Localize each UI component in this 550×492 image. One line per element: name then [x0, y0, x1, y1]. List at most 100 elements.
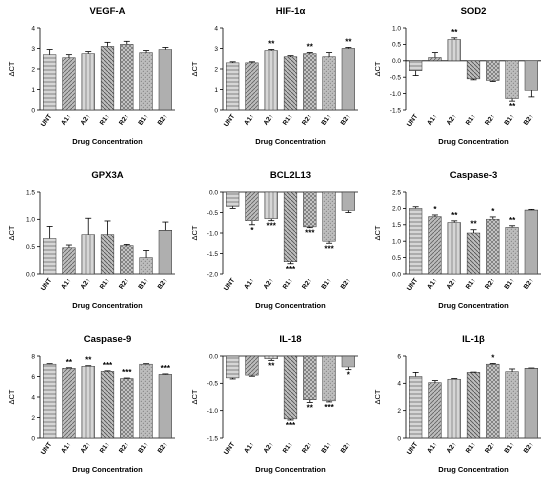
category-label: UNT — [40, 441, 53, 456]
chart-title: GPX3A — [91, 170, 123, 181]
significance-label: *** — [161, 364, 171, 373]
bar — [409, 60, 423, 71]
x-axis-label: Drug Concentration — [72, 137, 143, 146]
category-label: A2↑ — [79, 441, 91, 454]
y-tick-label: 2.0 — [392, 206, 401, 213]
significance-label: ** — [509, 102, 516, 111]
bar — [62, 247, 76, 275]
category-label: R2↑ — [118, 441, 130, 454]
bar — [226, 191, 240, 207]
bar — [120, 245, 134, 275]
bar — [158, 49, 172, 111]
category-label: A1↑ — [60, 113, 72, 126]
category-label: B1↑ — [137, 277, 149, 290]
bar — [245, 191, 259, 221]
category-label: R2↑ — [301, 113, 313, 126]
bar — [322, 355, 336, 402]
y-tick-label: 2 — [397, 408, 401, 415]
bar — [447, 39, 461, 62]
y-tick-label: 8 — [31, 353, 35, 360]
category-label: UNT — [223, 277, 236, 292]
category-label: B1↑ — [137, 441, 149, 454]
category-label: B2↑ — [523, 113, 535, 126]
y-tick-label: 0.0 — [392, 58, 401, 65]
category-label: B2↑ — [340, 277, 352, 290]
category-label: B1↑ — [320, 277, 332, 290]
y-tick-label: 2.5 — [392, 189, 401, 196]
category-label: A2↑ — [262, 277, 274, 290]
category-label: B1↑ — [320, 441, 332, 454]
y-tick-label: 0 — [397, 435, 401, 442]
y-tick-label: 3 — [31, 46, 35, 53]
category-label: R2↑ — [118, 113, 130, 126]
category-label: UNT — [40, 277, 53, 292]
y-tick-label: 1.5 — [26, 189, 35, 196]
y-tick-label: 3 — [214, 46, 218, 53]
bar — [81, 366, 95, 439]
bar — [283, 191, 298, 262]
category-label: R1↑ — [99, 113, 111, 126]
y-axis-label: ΔCT — [373, 61, 382, 76]
significance-label: * — [491, 207, 495, 216]
significance-label: *** — [286, 265, 296, 274]
bar — [428, 216, 442, 275]
bar — [283, 355, 298, 420]
y-tick-label: 0.5 — [392, 255, 401, 262]
bar — [505, 227, 519, 275]
category-label: A1↑ — [60, 277, 72, 290]
category-label: B1↑ — [320, 113, 332, 126]
chart-svg: GPX3A 0.0 0.5 1.0 1.5 ΔCT UNT A1↑ A2↑ R1↑ R2↑ B1↑ B2… — [7, 170, 175, 310]
significance-label: *** — [324, 244, 334, 253]
significance-label: ** — [66, 358, 73, 367]
category-label: A1↑ — [243, 277, 255, 290]
category-label: A1↑ — [243, 113, 255, 126]
category-label: A2↑ — [262, 113, 274, 126]
y-axis-label: ΔCT — [190, 61, 199, 76]
bar — [428, 382, 442, 439]
significance-label: ** — [451, 28, 458, 37]
bar — [341, 355, 355, 368]
bar — [81, 53, 95, 111]
chart-panel: Caspase-3 0.0 0.5 1.0 1.5 2.0 2.5 ΔCT UNT * A1↑ ** A… — [366, 164, 549, 328]
x-axis-label: Drug Concentration — [72, 465, 143, 474]
bar — [139, 52, 153, 111]
significance-label: * — [250, 226, 254, 235]
y-tick-label: -0.5 — [390, 75, 402, 82]
bar — [466, 372, 481, 439]
y-tick-label: -1.5 — [207, 435, 219, 442]
chart-panel: BCL2L13 -2.0 -1.5 -1.0 -0.5 0.0 ΔCT UNT * A1↑ *** A… — [183, 164, 366, 328]
category-label: R1↑ — [282, 441, 294, 454]
x-axis-label: Drug Concentration — [255, 465, 326, 474]
y-tick-label: -1.5 — [390, 107, 402, 114]
y-tick-label: 1 — [31, 87, 35, 94]
chart-svg: IL-1β 0 2 4 6 ΔCT UNT A1↑ A2↑ R1↑ * R2↑ B1↑ B2↑ Drug C… — [373, 334, 541, 474]
bar — [466, 60, 481, 80]
y-tick-label: 6 — [31, 374, 35, 381]
y-tick-label: -1.0 — [207, 408, 219, 415]
chart-title: BCL2L13 — [270, 170, 311, 181]
bar — [120, 378, 134, 439]
category-label: A1↑ — [243, 441, 255, 454]
y-tick-label: 1.0 — [392, 25, 401, 32]
chart-panel: VEGF-A 0 1 2 3 4 ΔCT UNT A1↑ A2↑ R1↑ R2↑ B1↑ B2↑ Drug … — [0, 0, 183, 164]
y-tick-label: -0.5 — [207, 210, 219, 217]
bar — [505, 60, 519, 99]
x-axis-label: Drug Concentration — [438, 465, 509, 474]
bar — [62, 368, 76, 439]
bar — [524, 368, 538, 439]
y-axis-label: ΔCT — [7, 389, 16, 404]
x-axis-label: Drug Concentration — [438, 301, 509, 310]
chart-svg: HIF-1α 0 1 2 3 4 ΔCT UNT A1↑ ** A2↑ R1↑ ** R2↑ B1↑ ** B2… — [190, 6, 358, 146]
bar — [524, 60, 538, 91]
x-axis-label: Drug Concentration — [255, 137, 326, 146]
y-tick-label: 0.5 — [26, 244, 35, 251]
significance-label: * — [491, 354, 495, 363]
y-axis-label: ΔCT — [373, 389, 382, 404]
category-label: B2↑ — [340, 441, 352, 454]
category-label: B1↑ — [503, 441, 515, 454]
y-tick-label: -0.5 — [207, 381, 219, 388]
chart-title: HIF-1α — [276, 6, 306, 17]
category-label: R1↑ — [282, 277, 294, 290]
bar — [524, 209, 538, 275]
